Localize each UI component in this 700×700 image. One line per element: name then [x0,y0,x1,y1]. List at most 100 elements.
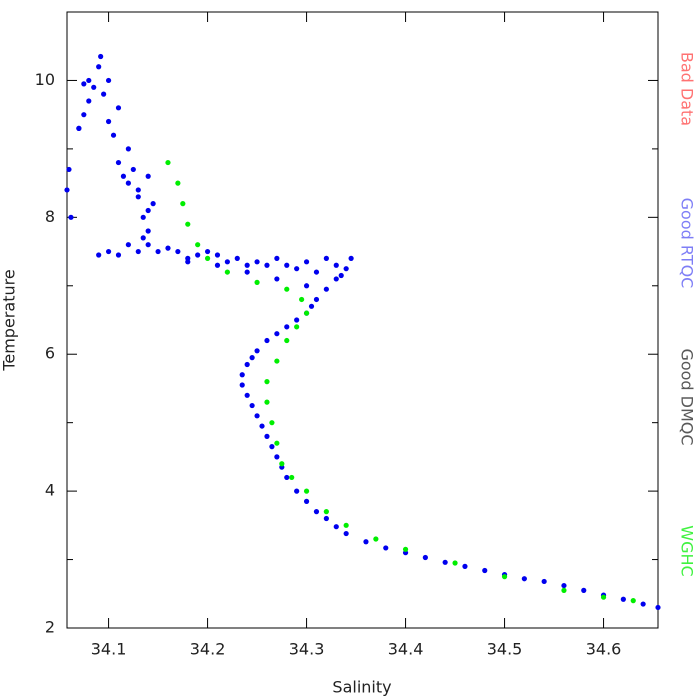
data-point [239,372,245,378]
data-point [244,262,250,268]
data-point [155,248,161,255]
data-point [185,221,191,227]
x-tick-label: 34.1 [91,640,127,659]
y-tick-label: 2 [45,618,55,637]
data-point [313,296,320,303]
data-point [140,214,146,220]
data-point [303,488,310,494]
data-point [214,252,221,258]
data-point [165,159,171,166]
data-point [264,433,270,439]
plot-frame [66,11,659,629]
data-point [338,272,344,279]
data-point [303,259,310,265]
x-tick-label: 34.5 [487,640,523,659]
data-point [294,488,300,494]
data-point [323,255,329,261]
data-point [254,413,260,419]
data-point [81,81,87,87]
data-point [140,235,146,241]
data-point [254,259,260,265]
data-point [581,587,587,593]
data-point [462,563,468,570]
x-tick-label: 34.6 [586,640,622,659]
data-point [98,53,104,60]
data-point [323,286,329,292]
data-point [101,91,107,97]
data-point [501,574,508,580]
data-point [64,187,70,193]
data-point [303,283,310,289]
data-point [105,118,112,125]
data-point [204,248,211,255]
data-point [110,132,117,138]
data-point [135,187,141,193]
data-point [274,454,280,460]
data-point [76,125,82,131]
data-point [269,444,275,450]
data-point [185,259,191,265]
data-point [373,536,379,542]
data-point [333,262,339,268]
data-point [130,166,136,173]
data-point [620,596,626,602]
data-point [249,402,255,409]
data-point [274,255,280,261]
data-point [135,194,141,200]
data-point [239,382,245,388]
data-point [165,245,171,251]
data-point [541,578,547,585]
data-point [254,279,260,285]
data-point [323,509,329,515]
data-point [195,242,201,248]
data-point [264,379,270,385]
data-point [284,337,290,344]
x-tick-label: 34.3 [289,640,325,659]
data-point [86,77,92,84]
data-point [254,348,260,354]
data-point [244,269,250,275]
data-point [294,266,300,272]
data-point [303,498,310,504]
data-point [195,252,201,258]
data-point [86,98,92,104]
data-point [284,286,290,292]
data-point [125,146,131,152]
data-point [284,324,290,330]
legend-label: Bad Data [678,52,697,126]
data-point [264,337,270,344]
data-point [214,262,221,268]
legend-label: Good RTQC [678,198,697,289]
data-point [224,259,230,265]
data-point [600,594,607,600]
data-point [561,582,567,589]
legend-label: WGHC [678,525,697,576]
data-point [313,269,320,275]
data-point [289,474,295,481]
data-point [294,317,300,323]
data-point [259,423,265,429]
data-point [204,255,211,261]
x-axis-title: Salinity [332,678,391,697]
data-point [343,522,349,528]
data-point [145,228,151,234]
y-tick-label: 8 [45,207,55,226]
data-point [96,64,102,70]
data-point [244,361,250,368]
data-point [422,554,428,561]
data-point [135,248,141,255]
data-point [91,84,97,90]
data-point [333,276,339,282]
data-point [180,201,186,207]
data-point [175,248,181,255]
data-point [303,310,310,316]
data-point [145,207,151,214]
data-point [145,173,151,179]
data-point [452,560,458,566]
data-point [294,324,300,330]
data-point [234,255,240,261]
data-point [308,303,315,309]
data-point [150,201,156,207]
data-point [442,559,448,565]
